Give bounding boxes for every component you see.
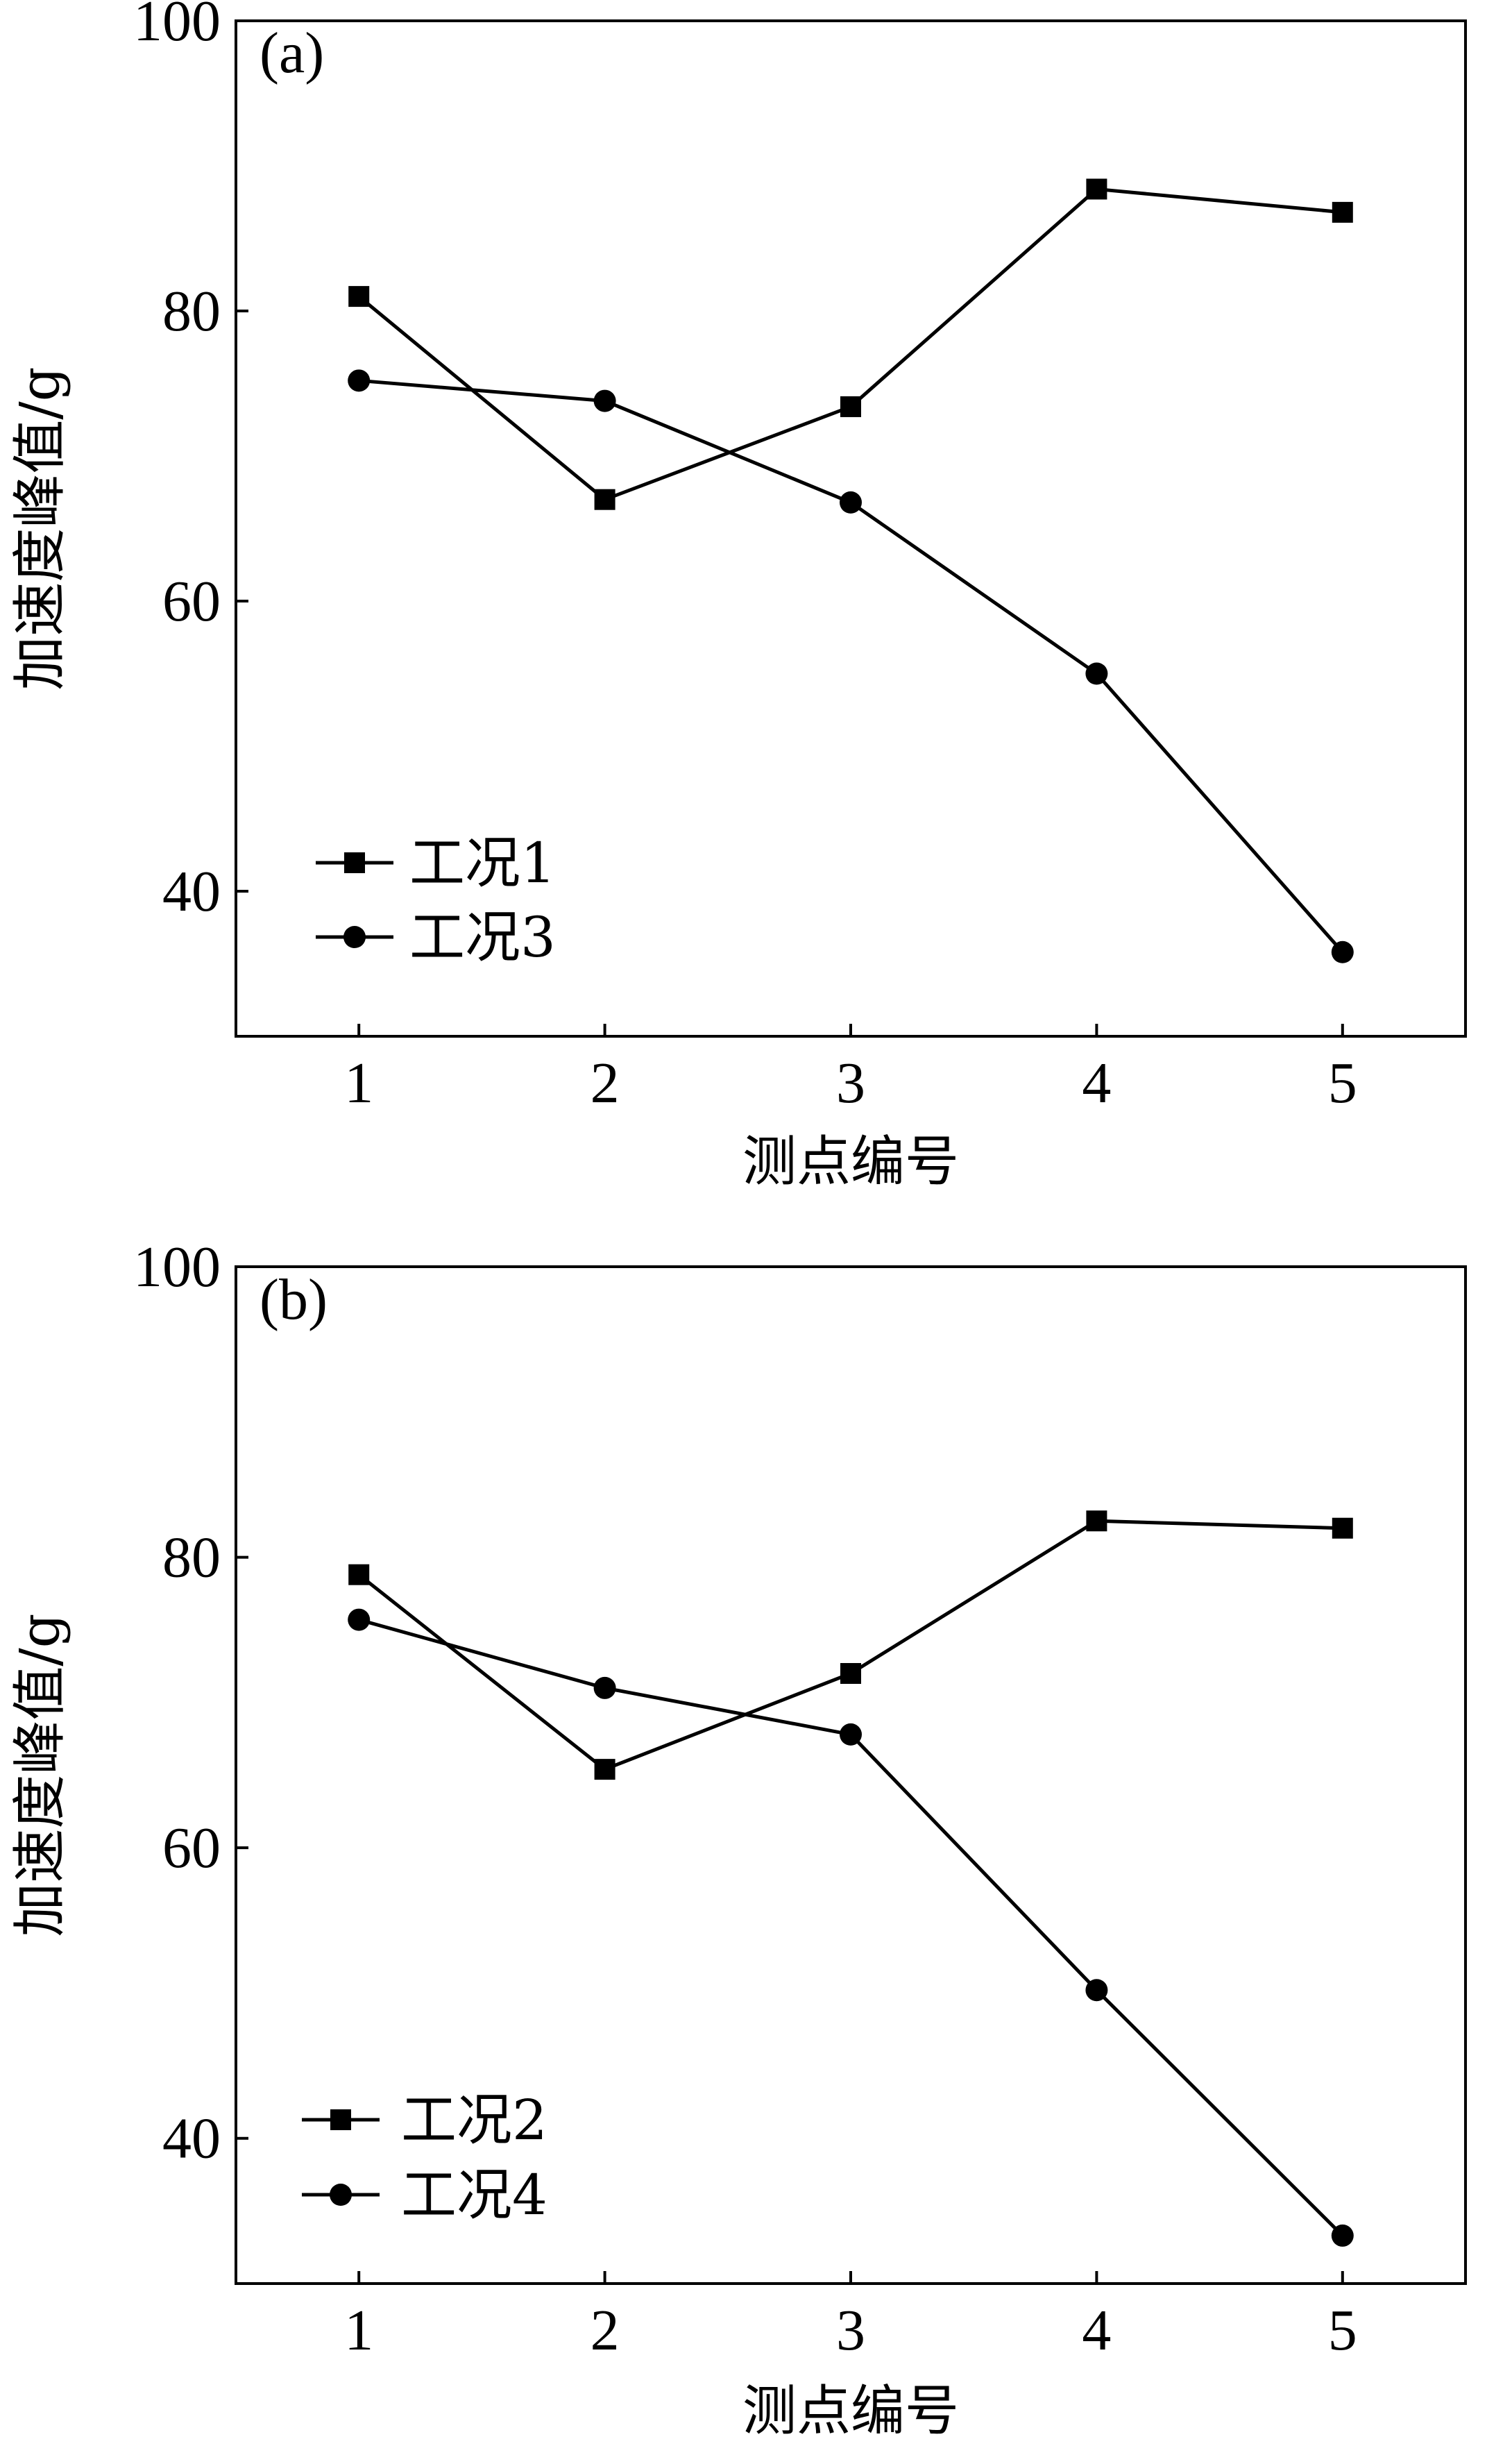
data-point-square (348, 1564, 370, 1585)
data-point-circle (1085, 1979, 1108, 2002)
legend-marker-square (330, 2109, 351, 2130)
panel-label: (b) (260, 1267, 328, 1332)
legend-label: 工况1 (409, 831, 556, 895)
data-point-square (348, 286, 370, 307)
x-tick-label: 2 (591, 1051, 620, 1115)
x-tick-label: 5 (1328, 1051, 1357, 1115)
series-2 (348, 1608, 1354, 2247)
data-point-circle (593, 389, 616, 412)
y-tick-label: 60 (162, 1816, 221, 1880)
x-tick-label: 4 (1082, 2298, 1111, 2363)
legend-marker-circle (330, 2184, 352, 2206)
data-point-circle (1085, 662, 1108, 685)
legend-marker-square (344, 852, 365, 873)
panel-label: (a) (260, 21, 324, 85)
data-point-square (594, 1759, 615, 1780)
y-tick-label: 80 (162, 1526, 221, 1590)
y-tick-label: 40 (162, 2107, 221, 2171)
y-axis-title: 加速度峰值/g (9, 366, 71, 690)
data-point-circle (840, 491, 862, 514)
data-point-circle (348, 1608, 371, 1631)
data-point-circle (348, 369, 371, 392)
data-point-square (1332, 201, 1353, 223)
x-tick-label: 1 (344, 1051, 373, 1115)
series-line (357, 187, 1343, 502)
data-point-circle (1331, 2224, 1354, 2247)
y-tick-label: 80 (162, 279, 221, 344)
data-point-square (1086, 178, 1107, 200)
data-point-square (1086, 1510, 1107, 1532)
y-tick-label: 100 (133, 1235, 221, 1299)
x-tick-label: 5 (1328, 2298, 1357, 2363)
legend-label: 工况3 (409, 905, 556, 970)
x-tick-label: 3 (836, 1051, 865, 1115)
series-2 (348, 369, 1354, 963)
y-tick-label: 40 (162, 859, 221, 924)
x-tick-label: 1 (344, 2298, 373, 2363)
y-tick-label: 60 (162, 569, 221, 634)
x-axis-title: 测点编号 (742, 2380, 959, 2443)
series-1 (348, 1510, 1353, 1780)
data-point-circle (593, 1676, 616, 1699)
data-point-circle (840, 1723, 862, 1746)
data-point-square (594, 489, 615, 510)
x-tick-label: 4 (1082, 1051, 1111, 1115)
legend-label: 工况4 (401, 2163, 547, 2227)
x-axis-title: 测点编号 (742, 1131, 959, 1193)
legend-label: 工况2 (401, 2088, 547, 2152)
data-point-square (840, 396, 861, 417)
data-point-square (840, 1663, 861, 1684)
data-point-square (1332, 1517, 1353, 1539)
legend-marker-circle (343, 926, 366, 948)
x-tick-label: 2 (591, 2298, 620, 2363)
y-axis-title: 加速度峰值/g (9, 1613, 71, 1937)
y-tick-label: 100 (133, 0, 221, 53)
data-point-circle (1331, 940, 1354, 963)
x-tick-label: 3 (836, 2298, 865, 2363)
series-1 (348, 178, 1353, 510)
